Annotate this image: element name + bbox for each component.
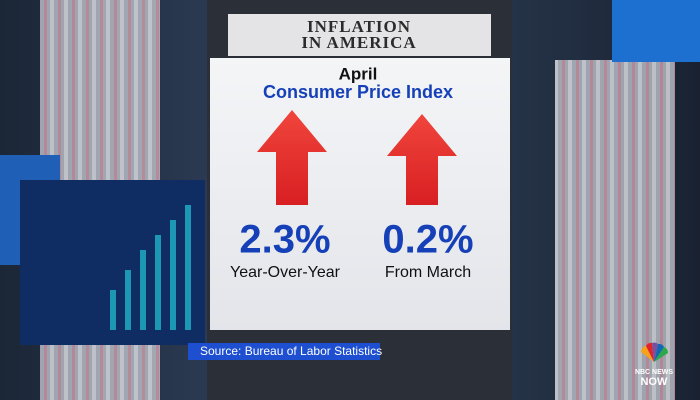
peacock-logo	[640, 342, 669, 362]
logo-text: NBC NEWS	[635, 369, 673, 376]
stat-label: Year-Over-Year	[230, 264, 341, 281]
up-arrow	[387, 114, 457, 205]
header-box	[228, 14, 491, 56]
screen-bars	[110, 205, 191, 330]
stat-value: 2.3%	[239, 218, 330, 262]
stat-label: From March	[385, 264, 471, 281]
panel-month: April	[339, 64, 378, 83]
up-arrow	[257, 110, 327, 205]
source-text: Source: Bureau of Labor Statistics	[200, 344, 382, 358]
stat-value: 0.2%	[382, 218, 473, 262]
logo-text: NOW	[641, 376, 669, 388]
monitor	[612, 0, 700, 62]
panel-title: Consumer Price Index	[263, 82, 453, 102]
info-panel	[210, 58, 510, 330]
header-title: IN AMERICA	[301, 33, 416, 52]
source-banner	[188, 343, 380, 360]
header-title: INFLATION	[307, 17, 411, 36]
